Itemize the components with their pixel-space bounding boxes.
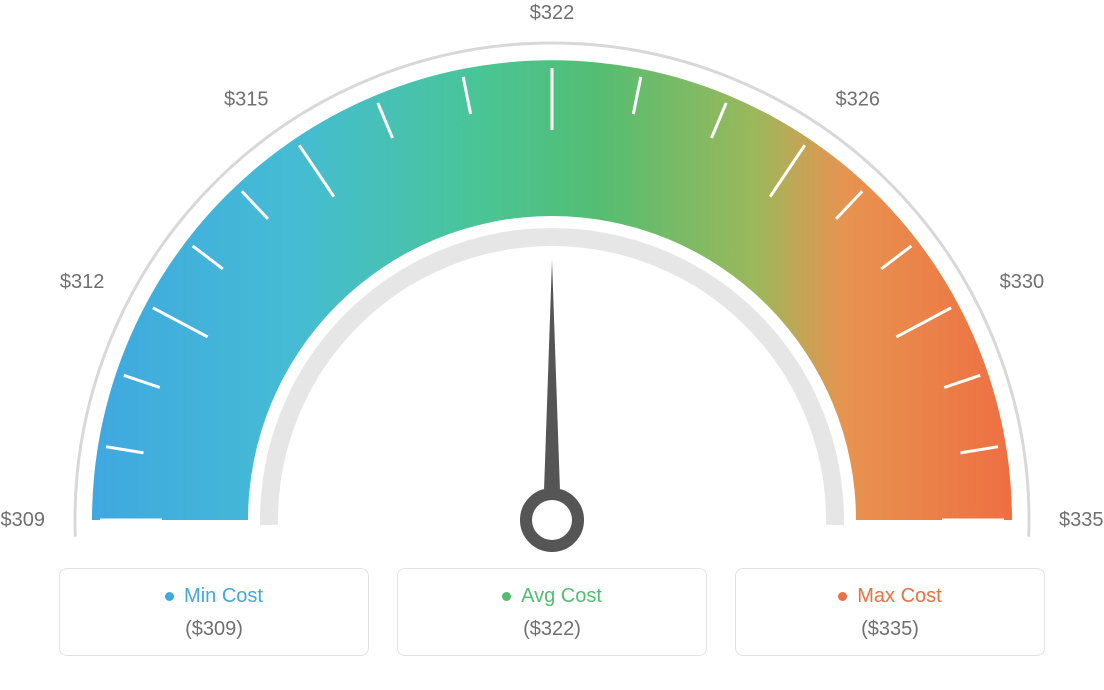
legend-title-max: Max Cost [838,585,941,608]
gauge-chart: $309 $312 $315 $322 $326 $330 $335 [0,0,1104,560]
legend-label-avg: Avg Cost [521,585,602,608]
gauge-tick-label: $322 [530,2,575,24]
legend-card-avg: Avg Cost ($322) [397,568,707,656]
legend-label-min: Min Cost [184,585,263,608]
legend-title-avg: Avg Cost [502,585,602,608]
gauge-tick-label: $326 [836,89,881,111]
legend-label-max: Max Cost [857,585,941,608]
gauge-tick-label: $335 [1059,509,1104,531]
legend-dot-max [838,592,847,601]
gauge-tick-label: $315 [224,89,269,111]
legend-dot-avg [502,592,511,601]
legend-value-avg: ($322) [408,618,696,641]
legend-card-max: Max Cost ($335) [735,568,1045,656]
gauge-hub [526,494,578,546]
gauge-needle [543,260,561,520]
legend-title-min: Min Cost [165,585,263,608]
gauge-svg: $309 $312 $315 $322 $326 $330 $335 [0,0,1104,560]
gauge-tick-label: $309 [1,509,46,531]
legend-value-min: ($309) [70,618,358,641]
gauge-tick-label: $312 [60,271,105,293]
legend-dot-min [165,592,174,601]
gauge-tick-label: $330 [1000,271,1045,293]
legend-card-min: Min Cost ($309) [59,568,369,656]
legend-row: Min Cost ($309) Avg Cost ($322) Max Cost… [0,568,1104,656]
legend-value-max: ($335) [746,618,1034,641]
